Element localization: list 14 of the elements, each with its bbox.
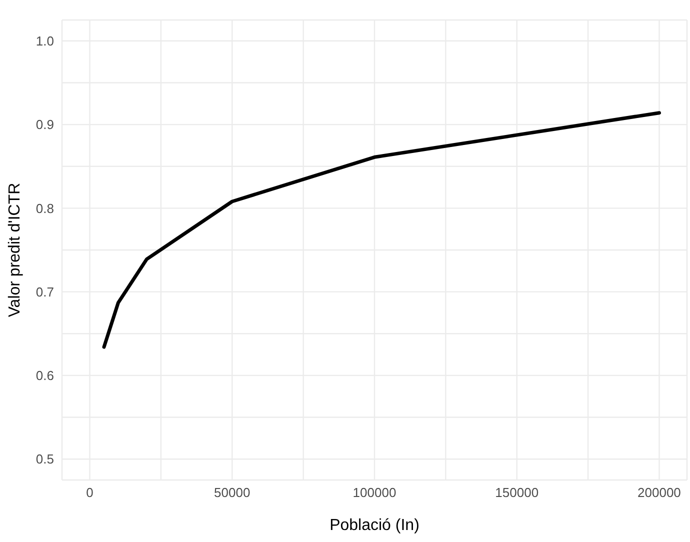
x-tick-label: 200000: [638, 485, 681, 500]
x-tick-label: 150000: [495, 485, 539, 500]
y-tick-label: 0.9: [36, 117, 54, 132]
y-axis-title: Valor predit d'ICTR: [6, 182, 24, 318]
y-tick-label: 0.6: [36, 368, 54, 384]
line-series: [102, 111, 661, 349]
y-tick-label: 1.0: [36, 34, 54, 49]
x-axis-title: Població (In): [330, 517, 420, 534]
x-tick-label: 50000: [214, 485, 250, 500]
x-tick-label: 0: [86, 485, 94, 500]
x-tick-label: 100000: [352, 485, 396, 500]
y-tick-label: 0.7: [36, 284, 54, 300]
y-tick-label: 0.8: [36, 200, 54, 216]
y-tick-label: 0.5: [36, 452, 54, 467]
